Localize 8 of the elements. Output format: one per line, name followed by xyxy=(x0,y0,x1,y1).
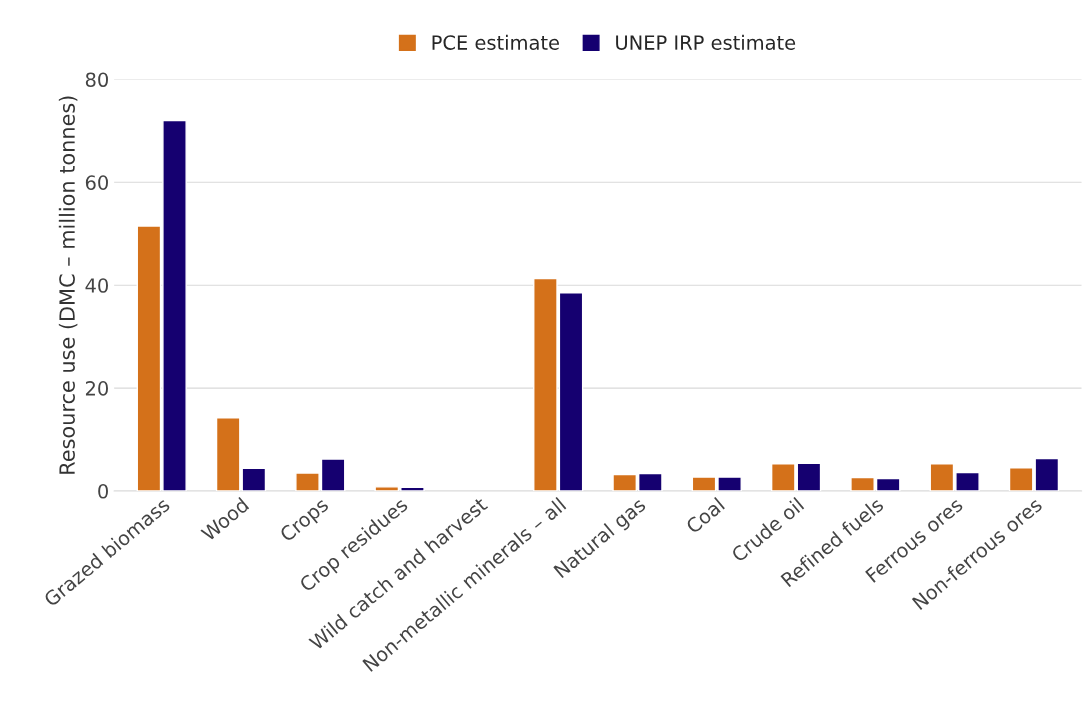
y-tick-label: 60 xyxy=(85,175,108,190)
y-tick-label: 80 xyxy=(85,72,108,88)
y-tick-label: 0 xyxy=(98,483,108,499)
y-axis-title: Resource use (DMC – million tonnes) xyxy=(58,96,78,474)
y-tick-label: 40 xyxy=(85,278,108,293)
y-tick-label: 20 xyxy=(85,381,108,396)
legend-label: UNEP IRP estimate xyxy=(616,34,796,50)
legend-label: PCE estimate xyxy=(432,34,559,50)
